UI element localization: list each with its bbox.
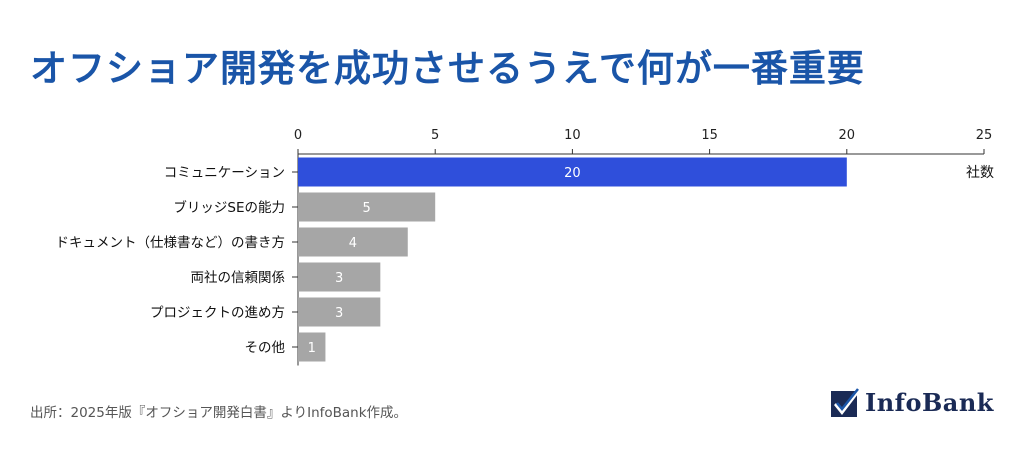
bar <box>298 192 436 222</box>
chart-title: オフショア開発を成功させるうえで何が一番重要 <box>30 47 865 90</box>
data-label: 3 <box>335 271 343 286</box>
data-label: 4 <box>349 236 357 251</box>
x-tick-label: 25 <box>976 128 993 143</box>
category-label: プロジェクトの進め方 <box>150 305 285 321</box>
checkmark-box-icon <box>831 388 861 417</box>
category-label: ブリッジSEの能力 <box>173 199 285 216</box>
category-label: その他 <box>245 340 286 356</box>
x-tick-label: 5 <box>431 128 439 143</box>
data-label: 1 <box>308 341 316 356</box>
category-label: コミュニケーション <box>164 165 285 181</box>
source-note: 出所：2025年版『オフショア開発白書』よりInfoBank作成。 <box>30 405 408 421</box>
x-tick-label: 10 <box>564 128 581 143</box>
bar <box>298 262 381 292</box>
bar <box>298 297 381 327</box>
category-label: ドキュメント（仕様書など）の書き方 <box>56 235 286 251</box>
bar <box>298 157 847 187</box>
data-label: 3 <box>335 306 343 321</box>
unit-label: 社数 <box>966 165 994 181</box>
x-tick-label: 20 <box>839 128 856 143</box>
bar <box>298 332 326 362</box>
category-label: 両社の信頼関係 <box>191 270 286 286</box>
data-label: 5 <box>362 201 370 216</box>
logo-text: InfoBank <box>865 387 994 417</box>
x-tick-label: 15 <box>701 128 718 143</box>
infobank-logo: InfoBank <box>830 386 994 418</box>
x-tick-label: 0 <box>294 128 302 143</box>
data-label: 20 <box>564 166 581 181</box>
bar <box>298 227 408 257</box>
bar-chart: 0 5 10 15 20 25 コミュニケーション 20 ブリッジSEの能力 5 ドキュメント（仕様… <box>56 128 994 366</box>
